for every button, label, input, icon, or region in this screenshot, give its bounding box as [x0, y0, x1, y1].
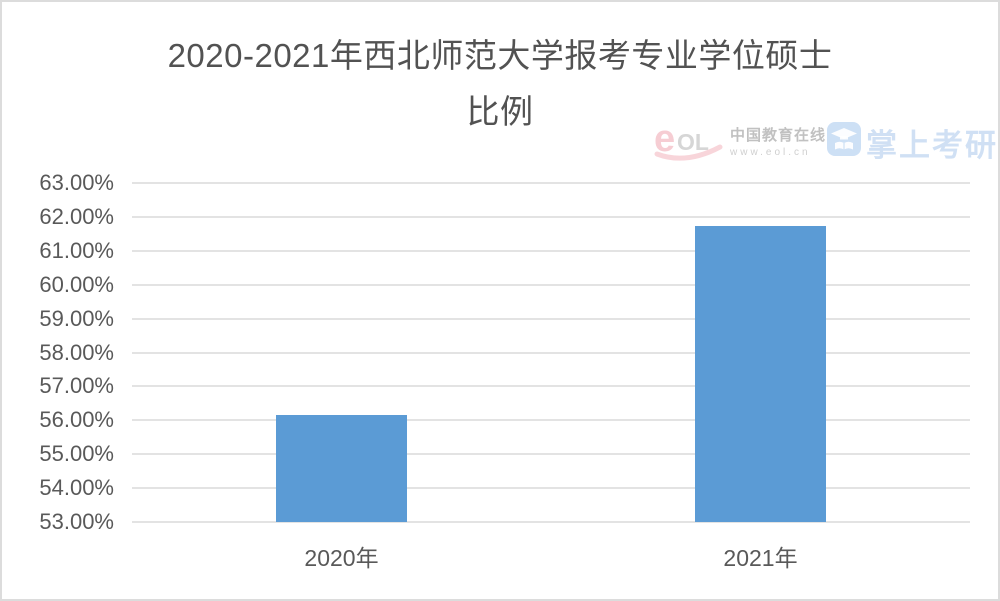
gridline [132, 182, 970, 184]
watermark-brand-row: e OL 中国教育在线 www.eol.cn 掌上考研 [654, 118, 996, 166]
y-axis-tick-label: 53.00% [39, 509, 114, 534]
gridline [132, 283, 970, 286]
y-axis-tick-label: 54.00% [39, 475, 114, 501]
chart-title-line2: 比例 [466, 93, 534, 130]
y-axis-tick-label: 55.00% [39, 441, 114, 467]
x-axis-tick-label: 2021年 [723, 545, 798, 571]
app-name-watermark: 掌上考研 [866, 128, 998, 163]
y-axis-tick-label: 59.00% [39, 305, 114, 331]
gridline [132, 521, 970, 523]
gridline [132, 419, 970, 422]
x-axis-tick-label: 2020年 [304, 545, 379, 571]
eol-logo-icon: e OL [654, 120, 723, 161]
y-axis-tick-label: 58.00% [39, 339, 114, 365]
gridline [132, 215, 970, 218]
y-axis-tick-label: 62.00% [39, 203, 114, 229]
site-name: 中国教育在线 [730, 127, 827, 144]
gridline [132, 317, 970, 320]
y-axis-tick-label: 60.00% [39, 271, 114, 297]
y-axis-tick-label: 61.00% [39, 237, 114, 263]
chart-title-line1: 2020-2021年西北师范大学报考专业学位硕士 [167, 37, 833, 74]
gridline [132, 249, 970, 252]
bar [695, 226, 826, 522]
svg-text:e: e [654, 120, 675, 160]
chart-title: 2020-2021年西北师范大学报考专业学位硕士 比例 [2, 28, 998, 140]
site-text-block: 中国教育在线 www.eol.cn [730, 124, 850, 158]
y-axis-tick-label: 63.00% [39, 170, 114, 195]
gridline [132, 385, 970, 388]
y-axis-tick-label: 56.00% [39, 407, 114, 433]
graduation-cap-app-icon [827, 122, 861, 156]
gridline [132, 487, 970, 490]
bar [276, 414, 407, 522]
svg-text:OL: OL [677, 129, 709, 155]
gridline [132, 351, 970, 354]
gridline [132, 453, 970, 456]
site-url: www.eol.cn [730, 147, 811, 158]
y-axis-tick-label: 57.00% [39, 373, 114, 399]
